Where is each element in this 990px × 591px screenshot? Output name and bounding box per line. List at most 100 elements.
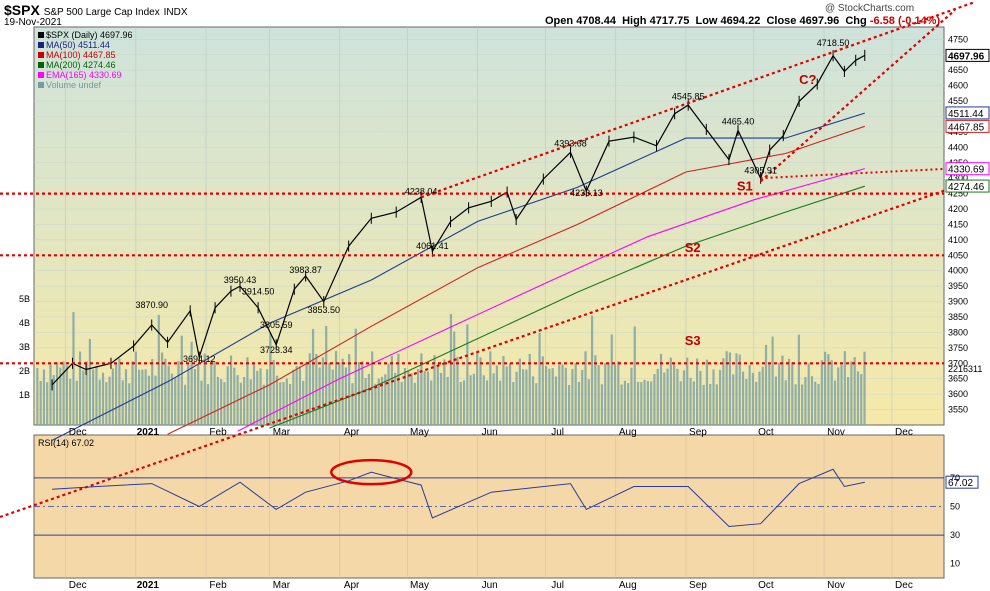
volume-bar: [699, 371, 702, 425]
volume-bar: [210, 360, 213, 425]
legend-label: EMA(165) 4330.69: [46, 70, 122, 80]
volume-bar: [85, 361, 88, 425]
volume-bar: [778, 362, 781, 425]
legend-swatch: [38, 32, 44, 38]
volume-bar: [472, 373, 476, 425]
volume-bar: [673, 363, 676, 425]
x-tick-label: Jul: [551, 427, 564, 438]
series-line-ma200: [269, 185, 865, 429]
volume-bar: [187, 364, 190, 425]
rsi-x-tick-label: Dec: [69, 580, 87, 591]
volume-bar: [538, 332, 541, 425]
volume-bar: [485, 380, 489, 425]
rsi-x-tick-label: Nov: [827, 580, 845, 591]
volume-bar: [597, 365, 600, 425]
rsi-tick-label: 10: [950, 559, 960, 569]
volume-bar: [590, 315, 594, 425]
volume-bar: [220, 379, 223, 425]
rsi-x-tick-label: Oct: [758, 580, 774, 591]
volume-bar: [656, 368, 659, 425]
volume-bar: [341, 358, 344, 425]
volume-bar: [36, 367, 39, 425]
volume-bar: [351, 383, 354, 425]
volume-bar: [692, 381, 695, 425]
volume-bar: [439, 372, 443, 425]
volume-bar: [151, 358, 154, 425]
volume-bar: [118, 358, 121, 425]
y-tick-label: 4150: [948, 219, 968, 229]
volume-bar: [46, 382, 49, 425]
volume-bar: [138, 369, 141, 425]
y-tick-label: 4550: [948, 96, 968, 106]
y-tick-label: 4050: [948, 250, 968, 260]
rsi-x-tick-label: Jun: [482, 580, 498, 591]
volume-bar: [620, 384, 623, 425]
volume-bar: [794, 384, 797, 425]
volume-bar: [824, 351, 827, 425]
volume-bar: [787, 358, 791, 425]
volume-bar: [627, 383, 630, 425]
volume-bar: [633, 326, 636, 425]
volume-bar: [95, 365, 98, 425]
volume-bar: [784, 380, 787, 425]
volume-bar: [334, 350, 338, 425]
volume-bar: [446, 376, 449, 425]
volume-bar: [722, 358, 725, 425]
value-label: 4305.91: [744, 166, 777, 176]
volume-bar: [407, 370, 410, 425]
volume-bar: [581, 369, 584, 425]
volume-bar: [390, 355, 393, 425]
volume-bar: [285, 378, 288, 425]
right-value-box: [945, 179, 990, 193]
volume-bar: [183, 384, 187, 425]
chart-title: $SPX S&P 500 Large Cap Index INDX: [4, 2, 188, 18]
volume-bar: [630, 367, 633, 425]
volume-bar: [545, 366, 548, 425]
lower-channel-line: [0, 178, 976, 519]
volume-bar: [712, 369, 715, 425]
volume-bar: [554, 376, 558, 425]
volume-bar: [413, 382, 416, 425]
volume-bar: [820, 360, 823, 425]
volume-bar: [607, 362, 610, 425]
right-value-box: [945, 119, 990, 133]
value-label: 3694.12: [183, 354, 216, 364]
rsi-x-tick-label: Jul: [551, 580, 564, 591]
volume-bar: [574, 363, 577, 425]
volume-bar: [512, 381, 515, 425]
legend-swatch: [38, 42, 44, 48]
volume-tick-label: 5B: [19, 294, 30, 304]
right-value-box: [945, 162, 990, 176]
volume-bar: [456, 356, 459, 425]
volume-bar: [643, 379, 646, 425]
volume-bar: [748, 364, 751, 425]
y-tick-label: 4200: [948, 204, 968, 214]
volume-bar: [860, 374, 863, 425]
volume-bar: [374, 383, 377, 425]
volume-bar: [587, 379, 590, 425]
volume-bar: [676, 368, 679, 425]
volume-bar: [837, 367, 840, 425]
volume-bar: [311, 328, 315, 425]
volume-bar: [121, 380, 124, 425]
volume-bar: [39, 380, 42, 425]
volume-bar: [814, 381, 817, 425]
volume-bar: [541, 356, 544, 425]
volume-bar: [246, 357, 249, 425]
volume-bar: [433, 355, 436, 425]
volume-bar: [489, 351, 492, 425]
volume-bar: [147, 375, 151, 425]
y-tick-label: 4650: [948, 65, 968, 75]
x-tick-label: Oct: [758, 427, 774, 438]
right-value-box: [945, 48, 990, 62]
volume-bar: [269, 333, 272, 425]
volume-bar: [266, 369, 269, 425]
volume-bar: [558, 365, 561, 425]
volume-tick-label: 1B: [19, 390, 30, 400]
volume-bar: [134, 351, 137, 425]
support-label-s3: S3: [685, 333, 701, 348]
volume-bar: [160, 352, 164, 425]
volume-bar: [338, 362, 341, 425]
volume-bar: [233, 367, 236, 425]
volume-bar: [548, 368, 551, 425]
